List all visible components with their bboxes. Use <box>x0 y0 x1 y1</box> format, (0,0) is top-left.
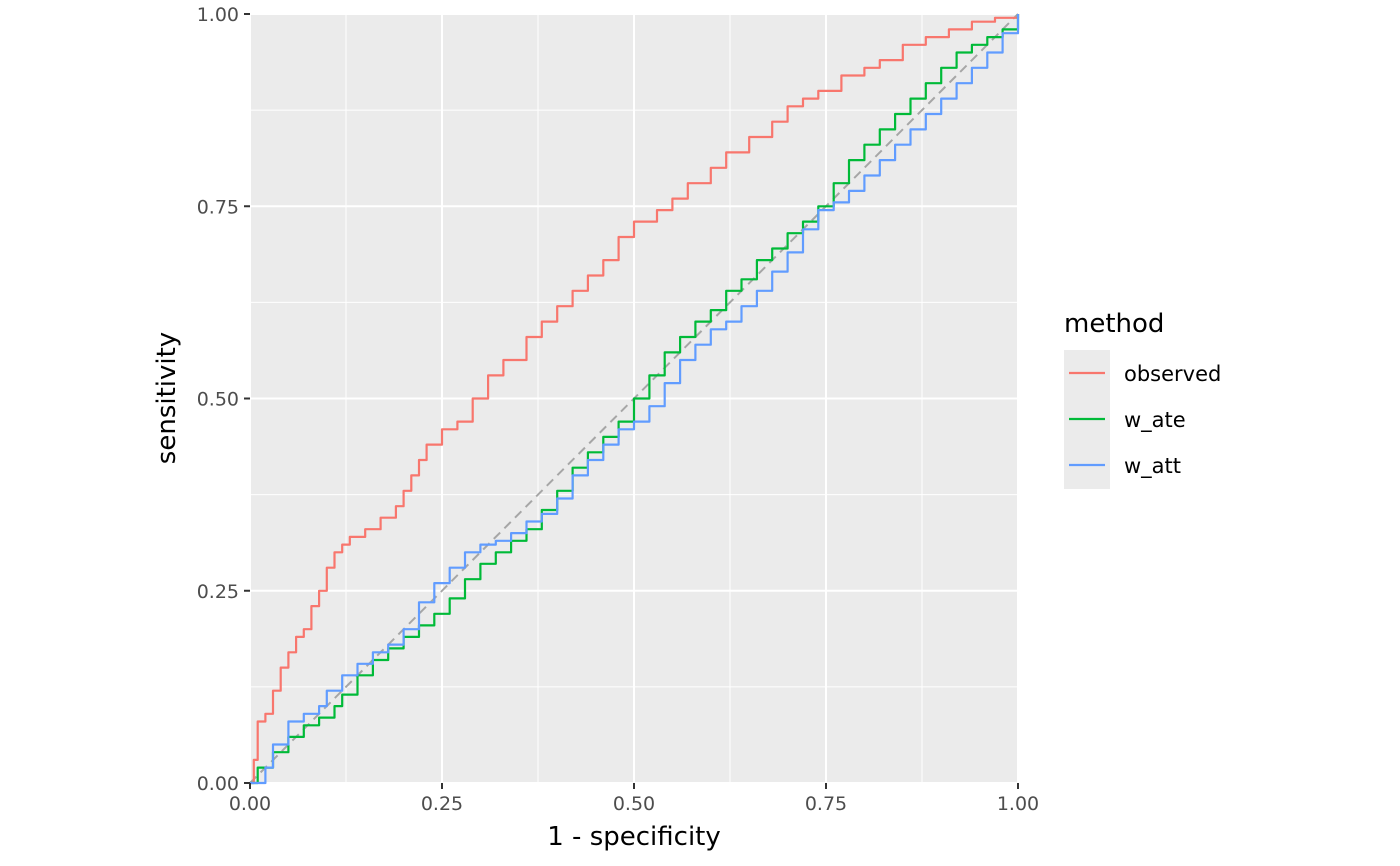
y-tick-label: 1.00 <box>197 4 239 26</box>
y-tick-label: 0.50 <box>197 389 239 411</box>
series-line-observed <box>250 14 1020 785</box>
y-tick-label: 0.00 <box>197 773 239 795</box>
x-tick-label: 0.00 <box>229 793 271 815</box>
x-tick-label: 1.00 <box>997 793 1039 815</box>
x-tick-label: 0.25 <box>421 793 463 815</box>
legend-items: observed w_ate w_att <box>1069 362 1221 479</box>
x-tick-label: 0.75 <box>805 793 847 815</box>
y-tick-label: 0.75 <box>197 196 239 218</box>
y-axis-title: sensitivity <box>152 332 182 464</box>
legend-label-observed: observed <box>1124 362 1221 386</box>
series-line-w_att <box>250 14 1020 785</box>
legend-label-w_ate: w_ate <box>1124 408 1186 433</box>
y-tick-label: 0.25 <box>197 581 239 603</box>
series-layer <box>249 13 1020 785</box>
x-tick-label: 0.50 <box>613 793 655 815</box>
legend-label-w_att: w_att <box>1124 454 1181 479</box>
axes: 0.00 0.25 0.50 0.75 1.00 0.00 0.25 0.50 0.75 1.00 <box>197 4 1039 815</box>
legend-title: method <box>1064 309 1164 339</box>
x-axis-title: 1 - specificity <box>547 822 721 852</box>
legend: method observed w_ate w_att <box>1064 309 1221 489</box>
